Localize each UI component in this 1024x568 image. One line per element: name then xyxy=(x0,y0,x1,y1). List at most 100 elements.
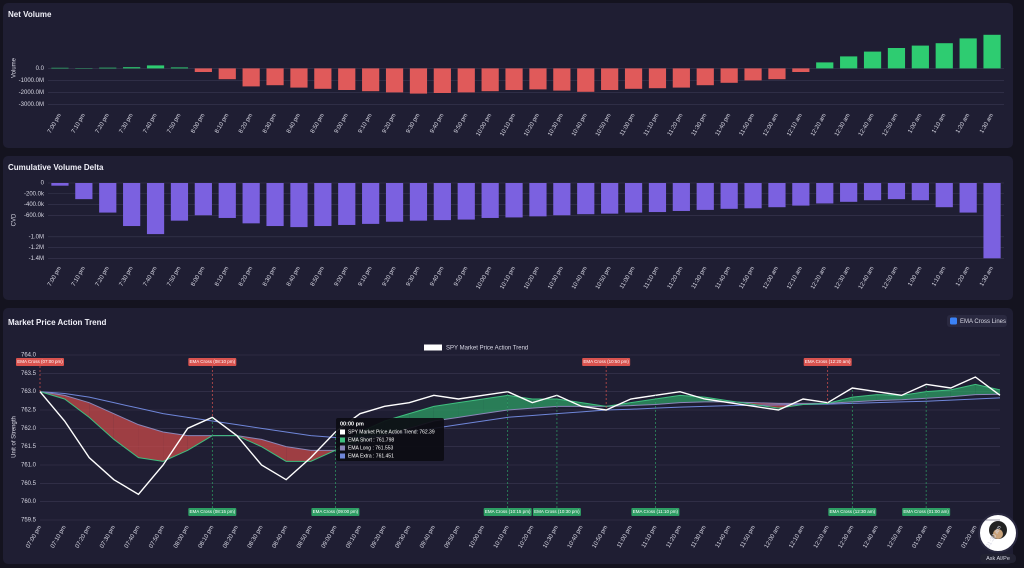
bar xyxy=(696,183,714,210)
checkbox[interactable]: EMA Cross Lines xyxy=(947,315,1007,327)
bar xyxy=(672,183,690,211)
bar xyxy=(123,67,141,69)
ema-fill xyxy=(852,394,877,402)
bar xyxy=(601,68,619,90)
bar xyxy=(577,183,595,215)
tooltip-box xyxy=(336,418,444,461)
bar xyxy=(840,56,858,69)
bar xyxy=(505,68,523,90)
bar xyxy=(218,68,236,80)
bar xyxy=(290,183,308,228)
y-tick-label: -2000.0M xyxy=(19,90,44,96)
y-tick-label: 764.0 xyxy=(21,353,37,359)
bar xyxy=(792,68,810,72)
bar xyxy=(935,183,953,208)
annotation-box xyxy=(311,508,360,516)
bar xyxy=(887,48,906,69)
bar xyxy=(457,68,475,93)
series-line xyxy=(39,391,1001,451)
bar xyxy=(696,68,714,86)
bar xyxy=(959,38,977,69)
bar xyxy=(290,68,308,88)
ema-fill xyxy=(138,424,164,462)
tooltip-row: EMA Extra : 761.451 xyxy=(348,453,394,459)
bar xyxy=(648,68,667,89)
bar xyxy=(601,183,619,214)
y-tick-label: 763.5 xyxy=(21,371,37,377)
annotation-label: EMA Cross (10:15 pm) xyxy=(485,509,531,514)
checkbox-label[interactable]: EMA Cross Lines xyxy=(960,319,1006,325)
bar xyxy=(266,68,284,86)
bar xyxy=(624,183,643,213)
ema-fill xyxy=(630,399,656,406)
y-tick-label: 759.5 xyxy=(21,518,37,524)
bar xyxy=(840,183,858,202)
bar xyxy=(385,183,404,222)
bar xyxy=(648,183,667,213)
bar xyxy=(170,183,189,221)
bar xyxy=(983,183,1001,259)
ema-fill xyxy=(926,389,951,399)
assistant-badge[interactable] xyxy=(980,554,1016,563)
bar xyxy=(481,183,499,218)
ema-fill xyxy=(901,391,927,400)
bar xyxy=(194,183,212,216)
bar xyxy=(505,183,523,218)
ema-fill xyxy=(113,413,139,458)
y-tick-label: -200.0k xyxy=(24,191,45,197)
annotation-box xyxy=(483,508,532,516)
annotation-box xyxy=(532,508,581,516)
bar xyxy=(959,183,977,213)
y-tick-label: 0.0 xyxy=(36,66,45,72)
bar xyxy=(99,183,117,213)
assistant-label[interactable]: Ask AI/Pe xyxy=(986,556,1010,562)
y-tick-label: -3000.0M xyxy=(19,102,44,108)
bar xyxy=(529,68,547,90)
bar xyxy=(672,68,690,88)
checkbox-box[interactable] xyxy=(950,317,957,325)
bar xyxy=(768,183,786,208)
annotation-label: EMA Cross (01:00 am) xyxy=(903,509,949,514)
tooltip-title: 00:00 pm xyxy=(340,421,364,427)
tooltip: 00:00 pm SPY Market Price Action Trend: 7… xyxy=(336,418,444,461)
annotation-label: EMA Cross (08:10 pm) xyxy=(190,359,236,364)
bar xyxy=(314,68,332,89)
annotation-box xyxy=(188,508,237,516)
bar xyxy=(51,183,69,186)
panel-title: Net Volume xyxy=(8,10,52,19)
bar xyxy=(983,34,1001,69)
bar xyxy=(768,68,786,80)
annotation-label: EMA Cross (11:10 pm) xyxy=(633,509,679,514)
bar xyxy=(409,68,428,94)
ema-fill xyxy=(655,395,680,405)
bar xyxy=(863,183,882,201)
ema-fill xyxy=(89,402,114,440)
series-line xyxy=(39,391,1001,438)
assistant-button[interactable]: Ask AI/Pe xyxy=(978,513,1018,563)
annotation-box xyxy=(631,508,680,516)
bar xyxy=(242,183,260,224)
ema-fill xyxy=(286,446,311,462)
bar xyxy=(146,183,165,235)
checkbox-frame[interactable] xyxy=(947,315,1007,327)
bar xyxy=(123,183,141,227)
annotation-label: EMA Cross (10:30 pm) xyxy=(534,509,580,514)
tooltip-swatch xyxy=(340,453,345,459)
bar xyxy=(792,183,810,206)
bar xyxy=(911,45,929,69)
bar xyxy=(911,183,929,201)
y-axis-title: CVD xyxy=(12,213,18,226)
bar xyxy=(409,183,428,221)
ema-fill xyxy=(483,395,508,414)
y-axis-title: Unit of Strength xyxy=(12,416,18,458)
annotation-label: EMA Cross (09:00 pm) xyxy=(313,509,359,514)
y-tick-label: -400.0k xyxy=(24,202,45,208)
bar xyxy=(624,68,643,89)
y-tick-label: 760.0 xyxy=(21,499,37,505)
bar xyxy=(720,183,738,209)
annotation-label: EMA Cross (07:00 pm) xyxy=(17,359,63,364)
annotation-box xyxy=(16,358,64,366)
assistant-face[interactable] xyxy=(993,529,1003,539)
tooltip-row: SPY Market Price Action Trend: 762.39 xyxy=(348,429,435,435)
